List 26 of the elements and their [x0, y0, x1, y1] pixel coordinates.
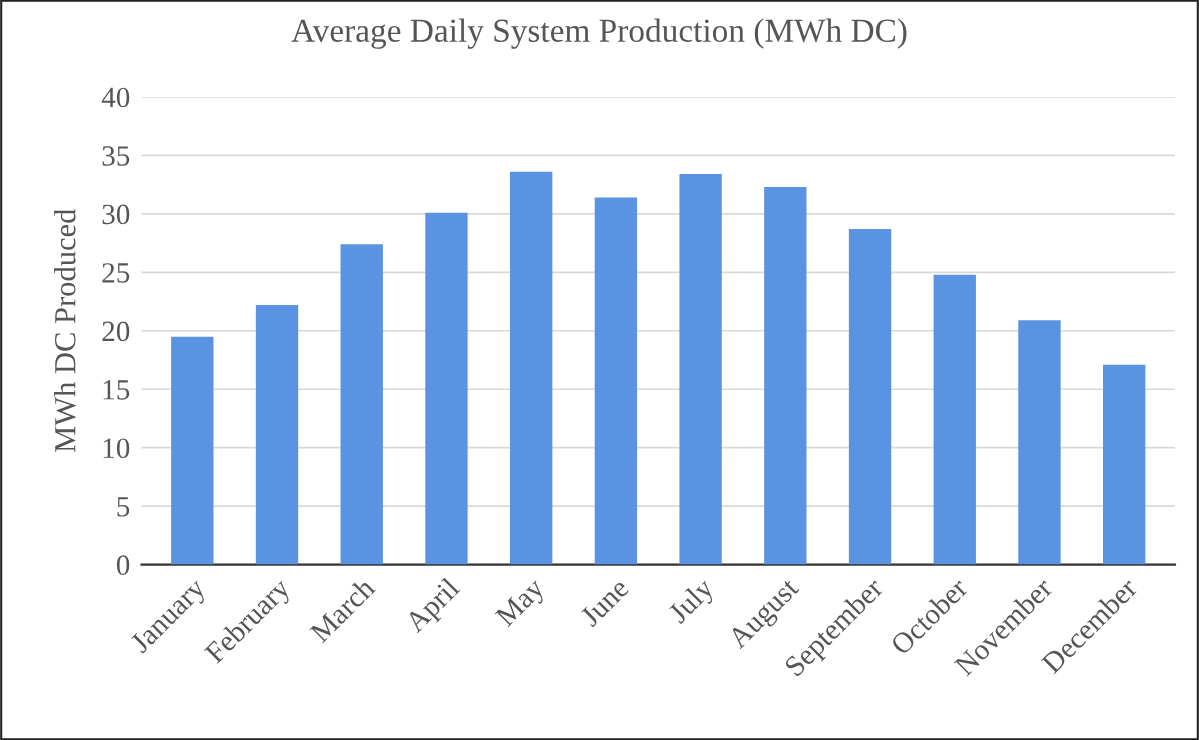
x-tick-label: July: [666, 575, 720, 629]
bar: [510, 171, 553, 565]
bar: [171, 336, 214, 565]
bar: [679, 174, 722, 565]
y-axis-title: MWh DC Produced: [54, 208, 76, 453]
y-tick-label: 35: [102, 146, 130, 166]
bar: [764, 186, 807, 565]
y-tick-label: 25: [102, 263, 130, 283]
x-tick-label: June: [579, 577, 630, 628]
bar: [933, 274, 976, 565]
y-tick-label: 10: [103, 438, 130, 459]
x-tick-label: May: [494, 576, 550, 632]
bar: [1103, 364, 1146, 565]
y-tick-label: 15: [103, 380, 130, 400]
bar: [425, 212, 468, 565]
bar: [340, 244, 383, 565]
y-tick-label: 20: [102, 321, 130, 342]
bar: [594, 197, 638, 565]
y-tick-label: 40: [101, 87, 130, 108]
bar: [848, 229, 892, 565]
y-tick-label: 5: [117, 497, 130, 517]
y-tick-label: 30: [102, 204, 130, 225]
chart-title: Average Daily System Production (MWh DC): [291, 18, 907, 49]
bar: [255, 305, 299, 565]
bar: [1018, 320, 1061, 565]
y-tick-label: 0: [116, 555, 130, 576]
